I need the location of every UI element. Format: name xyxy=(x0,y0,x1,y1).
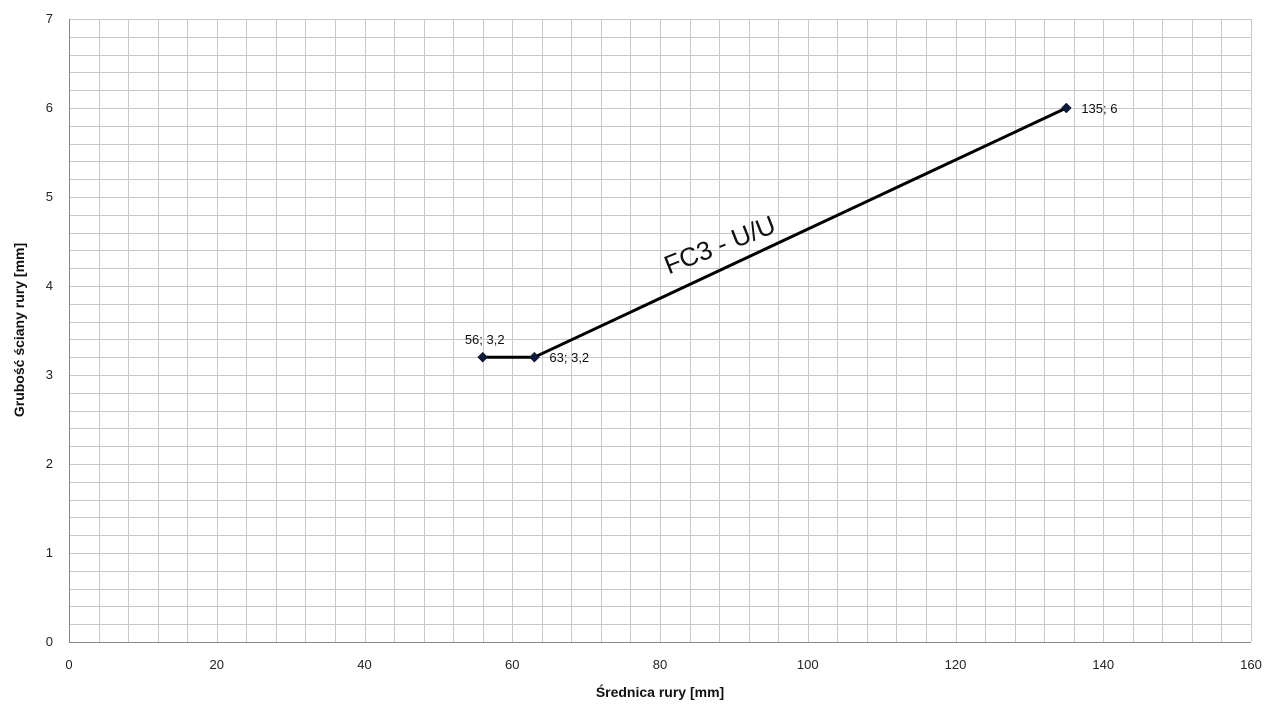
series-layer xyxy=(477,102,1072,363)
x-tick-label: 140 xyxy=(1092,657,1114,672)
data-label: 56; 3,2 xyxy=(465,332,505,347)
x-tick-label: 40 xyxy=(357,657,371,672)
y-tick-label: 0 xyxy=(46,634,53,649)
y-tick-label: 3 xyxy=(46,367,53,382)
y-tick-label: 4 xyxy=(46,278,53,293)
x-tick-label: 80 xyxy=(653,657,667,672)
x-tick-label: 100 xyxy=(797,657,819,672)
y-tick-label: 2 xyxy=(46,456,53,471)
x-tick-label: 20 xyxy=(210,657,224,672)
grid-layer xyxy=(69,19,1252,643)
y-tick-label: 5 xyxy=(46,189,53,204)
x-tick-label: 120 xyxy=(945,657,967,672)
data-point-marker xyxy=(477,351,489,363)
axis-layer xyxy=(69,19,1251,643)
data-point-marker xyxy=(1060,102,1072,114)
y-tick-label: 6 xyxy=(46,100,53,115)
y-tick-label: 1 xyxy=(46,545,53,560)
y-axis-title: Grubość ściany rury [mm] xyxy=(11,243,27,417)
data-label: 135; 6 xyxy=(1081,101,1117,116)
tick-labels: 0 20 40 60 80 100 120 140 160 0 1 2 3 4 5 6 7 xyxy=(46,11,1262,672)
x-tick-label: 160 xyxy=(1240,657,1262,672)
x-axis-title: Średnica rury [mm] xyxy=(596,683,724,700)
x-tick-label: 0 xyxy=(65,657,72,672)
data-labels: 56; 3,2 63; 3,2 135; 6 xyxy=(465,101,1118,365)
x-tick-label: 60 xyxy=(505,657,519,672)
data-label: 63; 3,2 xyxy=(549,350,589,365)
data-point-marker xyxy=(529,351,540,363)
y-tick-label: 7 xyxy=(46,11,53,26)
